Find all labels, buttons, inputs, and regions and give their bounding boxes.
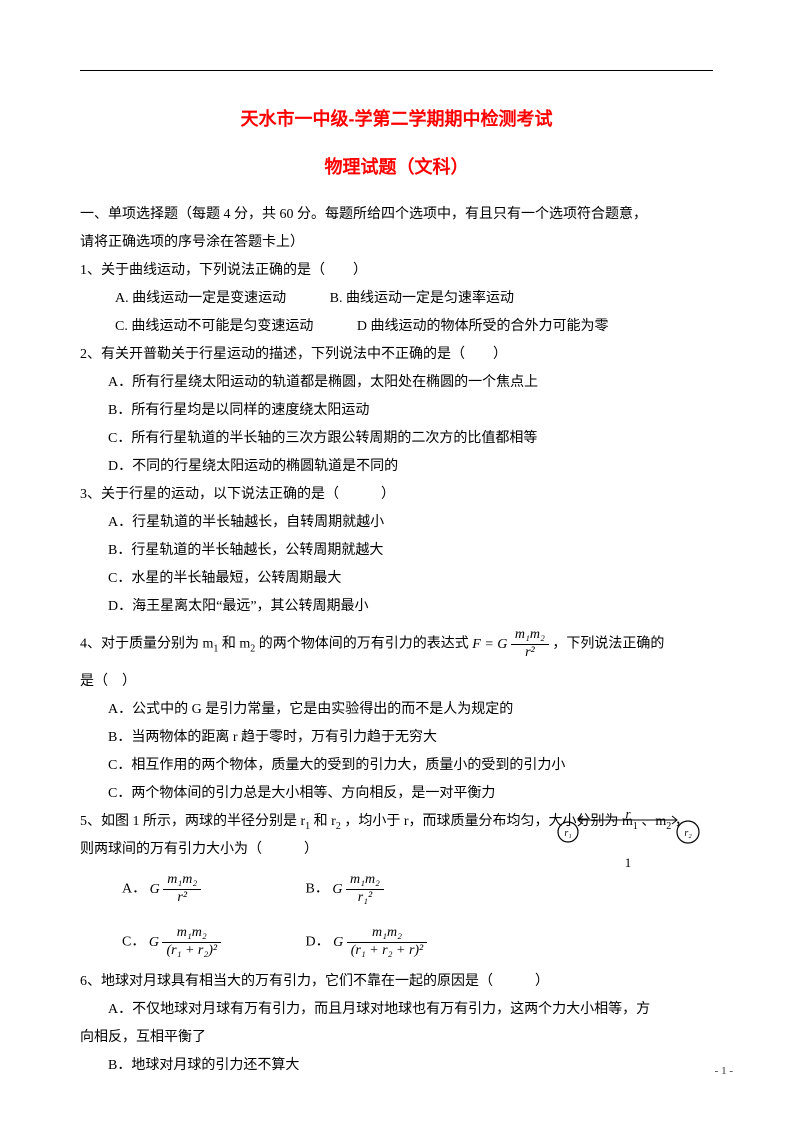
q2-option-a: A．所有行星绕太阳运动的轨道都是椭圆，太阳处在椭圆的一个焦点上 — [80, 369, 713, 397]
section-instruction-line1: 一、单项选择题（每题 4 分，共 60 分。每题所给四个选项中，有且只有一个选项… — [80, 201, 713, 229]
q5-fA-den: r² — [163, 890, 201, 907]
q1-stem: 1、关于曲线运动，下列说法正确的是（ ） — [80, 257, 713, 285]
q4-stem-c: 的两个物体间的万有引力的表达式 — [259, 637, 469, 652]
section-instruction-line2: 请将正确选项的序号涂在答题卡上） — [80, 229, 713, 257]
q1-option-d: D 曲线运动的物体所受的合外力可能为零 — [357, 319, 609, 334]
q1-option-c: C. 曲线运动不可能是匀变速运动 — [115, 313, 313, 341]
q4-formula-num: m₁m₂ — [511, 627, 549, 645]
q4-stem-line2: 是（ ） — [80, 668, 713, 696]
q5-stem-b: 和 r — [314, 814, 336, 829]
svg-text:r: r — [625, 810, 631, 821]
q5-fD-num: m₁m₂ — [347, 925, 428, 943]
q5-fD-den: (r₁ + r₂ + r)² — [347, 943, 428, 960]
q5-option-a-label: A． — [122, 882, 146, 897]
q5-figure-svg: r₁ r₂ r — [553, 810, 703, 850]
q4-formula-den: r² — [511, 645, 549, 662]
q2-option-d: D．不同的行星绕太阳运动的椭圆轨道是不同的 — [80, 453, 713, 481]
q3-option-a: A．行星轨道的半长轴越长，自转周期就越小 — [80, 509, 713, 537]
q3-option-c: C．水星的半长轴最短，公转周期最大 — [80, 565, 713, 593]
svg-text:r₁: r₁ — [564, 828, 571, 839]
q5-option-c-label: C． — [122, 935, 145, 950]
q5-figure-caption: 1 — [553, 850, 703, 876]
q2-stem: 2、有关开普勒关于行星运动的描述，下列说法中不正确的是（ ） — [80, 341, 713, 369]
q4-option-b: B．当两物体的距离 r 趋于零时，万有引力趋于无穷大 — [80, 724, 713, 752]
page-footer: - 1 - — [715, 1060, 733, 1082]
q5-fA-num: m₁m₂ — [163, 872, 201, 890]
top-rule — [80, 70, 713, 71]
q4-option-a: A．公式中的 G 是引力常量，它是由实验得出的而不是人为规定的 — [80, 696, 713, 724]
q6-option-a-line1: A．不仅地球对月球有万有引力，而且月球对地球也有万有引力，这两个力大小相等，方 — [80, 996, 713, 1024]
q4-option-c2: C．两个物体间的引力总是大小相等、方向相反，是一对平衡力 — [80, 780, 713, 808]
q6-option-b: B．地球对月球的引力还不算大 — [80, 1052, 713, 1080]
q4-stem-a: 4、对于质量分别为 m — [80, 637, 213, 652]
exam-title-main: 天水市一中级-学第二学期期中检测考试 — [80, 101, 713, 137]
q5-fB-den: r₁² — [346, 890, 384, 907]
q4-option-c: C．相互作用的两个物体，质量大的受到的引力大，质量小的受到的引力小 — [80, 752, 713, 780]
q4-stem-line1: 4、对于质量分别为 m1 和 m2 的两个物体间的万有引力的表达式 F = G … — [80, 627, 713, 662]
q3-option-b: B．行星轨道的半长轴越长，公转周期就越大 — [80, 537, 713, 565]
q6-stem: 6、地球对月球具有相当大的万有引力，它们不靠在一起的原因是（ ） — [80, 968, 713, 996]
q3-option-d: D．海王星离太阳“最远”，其公转周期最小 — [80, 593, 713, 621]
q5-fC-num: m₁m₂ — [162, 925, 221, 943]
q5-option-d-label: D． — [306, 935, 330, 950]
q6-option-a-line2: 向相反，互相平衡了 — [80, 1024, 713, 1052]
q4-formula: F = G m₁m₂r² — [472, 637, 552, 652]
q5-fB-num: m₁m₂ — [346, 872, 384, 890]
q1-row-ab: A. 曲线运动一定是变速运动 B. 曲线运动一定是匀速率运动 — [80, 285, 713, 313]
q5-fC-den: (r₁ + r₂)² — [162, 943, 221, 960]
q3-stem: 3、关于行星的运动，以下说法正确的是（ ） — [80, 481, 713, 509]
q2-option-c: C．所有行星轨道的半长轴的三次方跟公转周期的二次方的比值都相等 — [80, 425, 713, 453]
exam-title-sub: 物理试题（文科） — [80, 149, 713, 185]
q5-figure: r₁ r₂ r 1 — [553, 810, 703, 876]
q1-option-b: B. 曲线运动一定是匀速率运动 — [330, 291, 514, 306]
q5-option-b-label: B． — [306, 882, 329, 897]
q5-options: A． G m₁m₂r² B． G m₁m₂r₁² C． G m₁m₂(r₁ + … — [80, 872, 713, 959]
q2-option-b: B．所有行星均是以同样的速度绕太阳运动 — [80, 397, 713, 425]
q1-row-cd: C. 曲线运动不可能是匀变速运动 D 曲线运动的物体所受的合外力可能为零 — [80, 313, 713, 341]
q5-stem-a: 5、如图 1 所示，两球的半径分别是 r — [80, 814, 305, 829]
q4-stem-d: ，下列说法正确的 — [552, 637, 664, 652]
svg-text:r₂: r₂ — [684, 828, 692, 839]
q4-stem-b: 和 m — [222, 637, 250, 652]
q1-option-a: A. 曲线运动一定是变速运动 — [115, 285, 286, 313]
